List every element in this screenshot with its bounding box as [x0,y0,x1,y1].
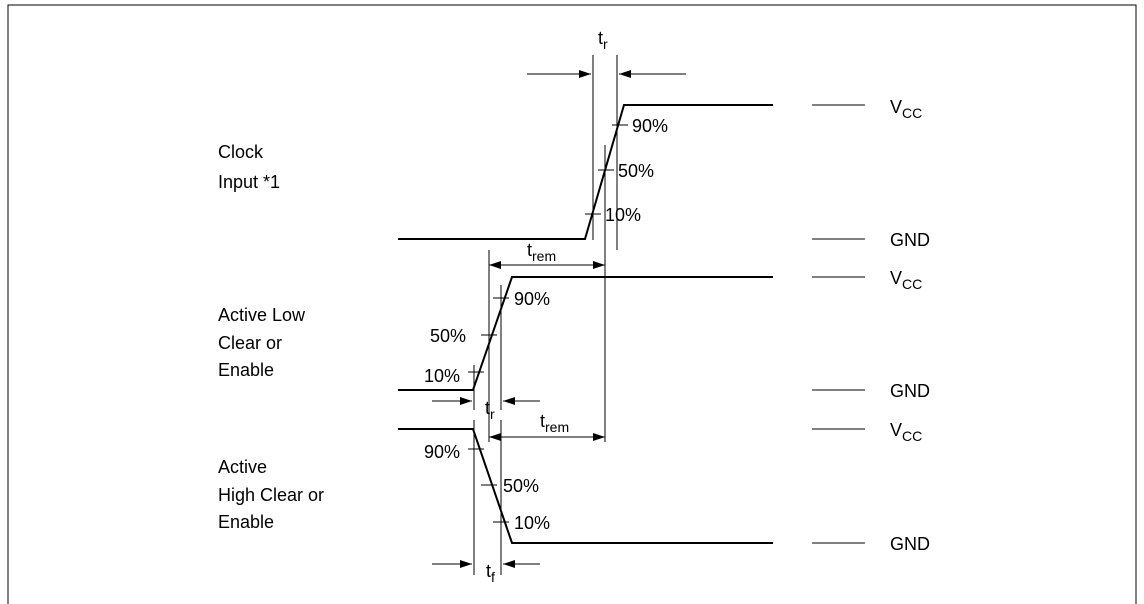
level-lines [812,104,865,544]
percent-label: 90% [424,442,460,462]
percent-label: 50% [503,476,539,496]
signal-label: Enable [218,512,274,532]
level-label: GND [890,534,930,554]
percent-label: 10% [605,205,641,225]
high-clear-waveform [398,428,773,544]
signal-label: Active Low [218,305,306,325]
timing-label: tf [486,561,495,585]
arrows [432,70,686,568]
level-label: GND [890,230,930,250]
percent-label: 90% [632,116,668,136]
timing-label: trem [527,240,556,264]
low-clear-waveform [398,276,773,391]
level-label: VCC [890,268,922,292]
percent-label: 90% [514,289,550,309]
timing-label: trem [540,411,569,435]
clock-waveform [398,104,773,240]
frame [7,4,1137,604]
timing-label: tr [485,398,495,422]
signal-label: High Clear or [218,485,324,505]
percent-label: 50% [618,161,654,181]
signal-label: Input *1 [218,172,280,192]
percent-label: 10% [514,513,550,533]
reference-lines [468,55,628,575]
level-label: VCC [890,420,922,444]
signal-label: Clock [218,142,264,162]
timing-label: tr [598,28,608,52]
signal-label: Active [218,457,267,477]
percent-label: 10% [424,366,460,386]
signal-label: Clear or [218,333,282,353]
percent-label: 50% [430,326,466,346]
signal-label: Enable [218,360,274,380]
level-label: GND [890,381,930,401]
level-label: VCC [890,97,922,121]
